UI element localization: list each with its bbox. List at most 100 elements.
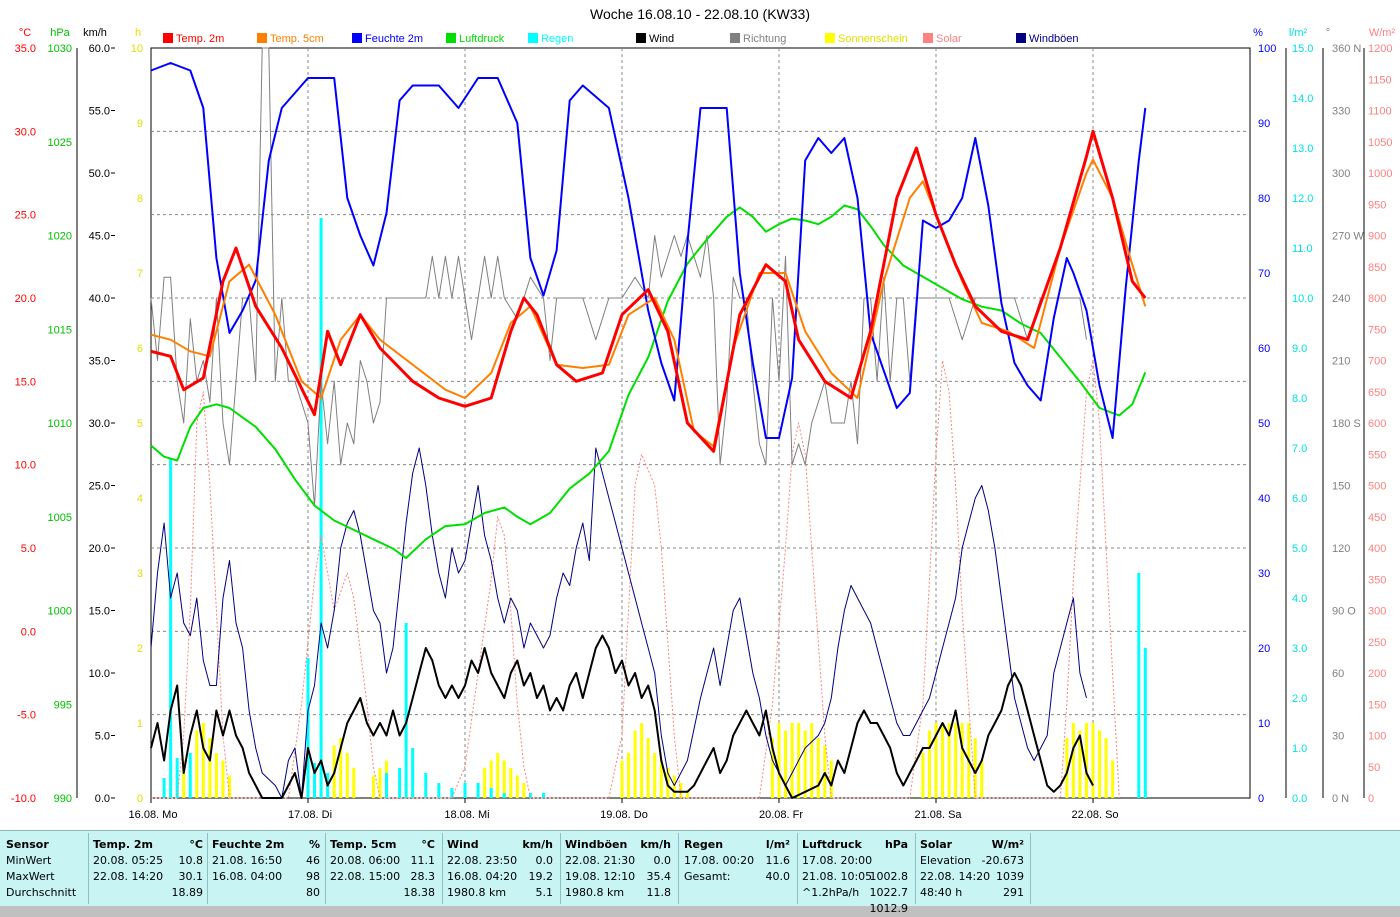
sunshine-bar bbox=[195, 730, 199, 798]
axis-tick-label: 400 bbox=[1368, 543, 1386, 555]
legend-swatch bbox=[352, 33, 362, 43]
axis-tick-label: 1150 bbox=[1368, 74, 1392, 86]
stats-value-row: 20.08. 06:00 11.1 bbox=[330, 854, 435, 867]
axis-tick-label: 1000 bbox=[1368, 168, 1392, 180]
legend-label: Windböen bbox=[1029, 33, 1079, 45]
axis-tick-label: 900 bbox=[1368, 231, 1386, 243]
axis-tick-label: 500 bbox=[1368, 481, 1386, 493]
sunshine-bar bbox=[790, 723, 794, 798]
axis-tick-label: 90 bbox=[1258, 118, 1270, 130]
axis-tick-label: 6.0 bbox=[1292, 493, 1307, 505]
axis-tick-label: 7.0 bbox=[1292, 443, 1307, 455]
axis-unit: km/h bbox=[83, 27, 107, 39]
plot-frame bbox=[150, 47, 1251, 799]
sunshine-bar bbox=[509, 768, 513, 798]
stats-column-temp5cm: Temp. 5cm °C 20.08. 06:00 11.1 22.08. 15:00 2… bbox=[330, 838, 435, 899]
stats-value-row: 22.08. 14:20 1039 bbox=[920, 870, 1024, 883]
legend-swatch bbox=[825, 33, 835, 43]
axis-tick-label: 270 W bbox=[1332, 231, 1364, 243]
axis-tick-label: 350 bbox=[1368, 574, 1386, 586]
axis-tick-label: 550 bbox=[1368, 449, 1386, 461]
axis-tick-label: 330 bbox=[1332, 106, 1350, 118]
stats-column-rain: Regen l/m² 17.08. 00:20 11.6 Gesamt: 40.0 bbox=[684, 837, 790, 885]
stats-row-label: MaxWert bbox=[6, 870, 55, 883]
axis-tick-label: 990 bbox=[54, 793, 72, 805]
rain-bar bbox=[424, 773, 428, 798]
sunshine-bar bbox=[823, 745, 827, 798]
axis-tick-label: 60 bbox=[1258, 343, 1270, 355]
rain-bar bbox=[188, 753, 192, 798]
sunshine-bar bbox=[685, 790, 689, 798]
legend-label: Sonnenschein bbox=[838, 33, 908, 45]
sunshine-bar bbox=[927, 730, 931, 798]
axis-tick-label: 11.0 bbox=[1292, 243, 1313, 255]
stats-value-row: 19.08. 12:10 35.4 bbox=[565, 870, 671, 883]
axis-tick-label: 30 bbox=[1332, 731, 1344, 743]
stats-header: Solar W/m² bbox=[920, 838, 1024, 851]
axis-tick-label: 120 bbox=[1332, 543, 1350, 555]
axis-tick-label: 35.0 bbox=[89, 356, 110, 368]
axis-tick-label: 150 bbox=[1332, 481, 1350, 493]
sunshine-bar bbox=[371, 775, 375, 798]
axis-tick-label: 4 bbox=[137, 493, 143, 505]
axis-tick-label: 25.0 bbox=[15, 210, 36, 222]
axis-tick-label: 300 bbox=[1332, 168, 1350, 180]
axis-tick-label: 650 bbox=[1368, 387, 1386, 399]
axis-unit: °C bbox=[19, 27, 31, 39]
stats-value-row: 17.08. 00:20 11.6 bbox=[684, 854, 790, 867]
sunshine-bar bbox=[502, 760, 506, 798]
axis-tick-label: 50 bbox=[1368, 762, 1380, 774]
axis-tick-label: 700 bbox=[1368, 356, 1386, 368]
axis-tick-label: 1015 bbox=[48, 324, 72, 336]
legend-label: Regen bbox=[541, 33, 573, 45]
legend-label: Temp. 5cm bbox=[270, 33, 324, 45]
sunshine-bar bbox=[646, 738, 650, 798]
rain-bar bbox=[411, 748, 415, 798]
stats-value-row: Elevation -20.673 bbox=[920, 854, 1024, 867]
stats-column-gusts: Windböen km/h 22.08. 21:30 0.0 19.08. 12:10 3… bbox=[565, 837, 671, 901]
axis-tick-label: 3 bbox=[137, 568, 143, 580]
axis-unit: ° bbox=[1326, 27, 1330, 39]
rain-bar bbox=[489, 788, 493, 798]
axis-tick-label: 80 bbox=[1258, 193, 1270, 205]
axis-tick-label: 70 bbox=[1258, 268, 1270, 280]
sunshine-bar bbox=[633, 730, 637, 798]
axis-tick-label: 210 bbox=[1332, 356, 1350, 368]
statistics-table: Sensor MinWert MaxWert Durchschnitt Temp… bbox=[0, 830, 1400, 915]
sunshine-bar bbox=[679, 783, 683, 798]
axis-tick-label: 0 bbox=[1258, 793, 1264, 805]
sunshine-bar bbox=[1098, 730, 1102, 798]
axis-tick-label: 1025 bbox=[48, 137, 72, 149]
stats-header: Wind km/h bbox=[447, 838, 553, 851]
legend-label: Feuchte 2m bbox=[365, 33, 423, 45]
axis-tick-label: 5.0 bbox=[1292, 543, 1307, 555]
axis-tick-label: 60.0 bbox=[89, 43, 110, 55]
axis-tick-label: 2.0 bbox=[1292, 693, 1307, 705]
axis-unit: l/m² bbox=[1289, 27, 1308, 39]
stats-value-row: 21.08. 10:05 1022.7 bbox=[802, 870, 908, 899]
direction-line bbox=[150, 47, 1087, 507]
stats-sensor-column: Sensor MinWert MaxWert Durchschnitt bbox=[6, 837, 84, 901]
axis-tick-label: -10.0 bbox=[11, 793, 36, 805]
axis-tick-label: 20 bbox=[1258, 643, 1270, 655]
rain-bar bbox=[398, 768, 402, 798]
stats-column-wind: Wind km/h 22.08. 23:50 0.0 16.08. 04:20 19.2 1… bbox=[447, 837, 553, 901]
sunshine-bar bbox=[816, 738, 820, 798]
stats-value-row: 22.08. 15:00 28.3 bbox=[330, 870, 435, 883]
sunshine-bar bbox=[973, 738, 977, 798]
axis-tick-label: 20.0 bbox=[89, 543, 110, 555]
sunshine-bar bbox=[640, 723, 644, 798]
axis-unit: h bbox=[135, 27, 141, 39]
sunshine-bar bbox=[803, 730, 807, 798]
solar-line bbox=[151, 360, 1120, 799]
x-tick-label: 17.08. Di bbox=[288, 809, 332, 821]
stats-column-pressure: Luftdruck hPa 17.08. 20:00 1002.8 21.08. 10:… bbox=[802, 837, 908, 917]
axis-tick-label: 180 S bbox=[1332, 418, 1361, 430]
legend-label: Solar bbox=[936, 33, 962, 45]
legend-swatch bbox=[636, 33, 646, 43]
axis-tick-label: 50 bbox=[1258, 418, 1270, 430]
x-tick-label: 18.08. Mi bbox=[444, 809, 489, 821]
wind-line bbox=[150, 634, 1094, 799]
sunshine-bar bbox=[378, 768, 382, 798]
axis-tick-label: 1020 bbox=[48, 231, 72, 243]
